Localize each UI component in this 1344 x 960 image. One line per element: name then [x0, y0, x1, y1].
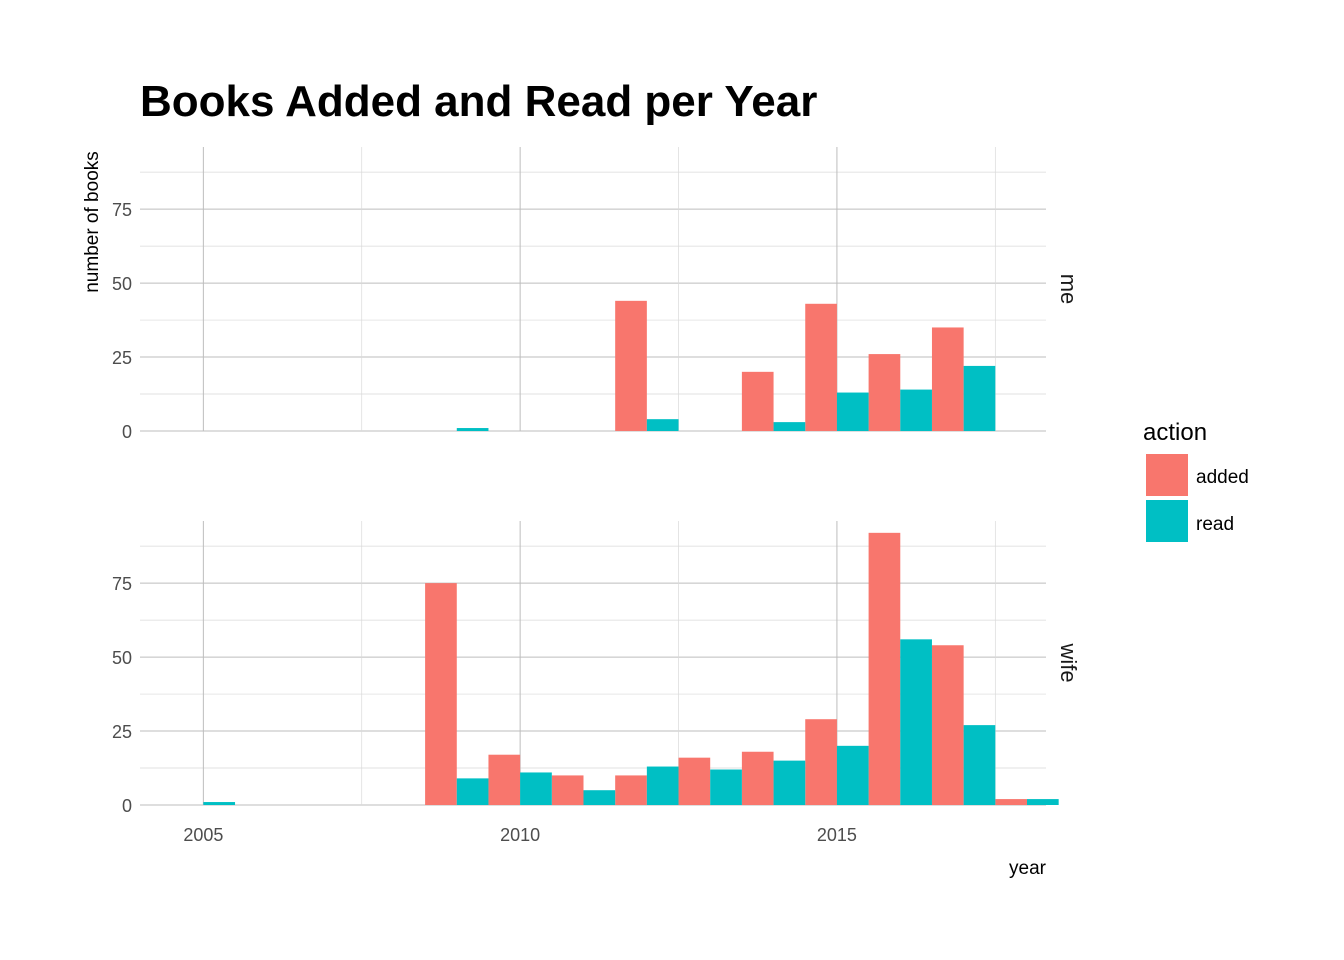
bar-wife-added-2013	[678, 757, 711, 805]
bar-me-added-2015	[805, 303, 837, 431]
legend-label-added: added	[1196, 467, 1249, 488]
y-tick-label: 25	[112, 722, 132, 742]
bar-wife-added-2009	[425, 583, 457, 805]
bar-me-added-2016	[868, 354, 901, 431]
y-tick-labels: 0 25 50 75	[112, 200, 132, 442]
facet-panel-wife: 0 25 50 75 wife	[112, 521, 1081, 816]
facet-strip-label: wife	[1056, 642, 1081, 682]
bars	[203, 532, 1059, 805]
bar-wife-read-2016	[900, 639, 932, 805]
facet-strip-label: me	[1056, 274, 1081, 305]
bar-wife-added-2016	[868, 532, 901, 805]
bar-wife-read-2013	[710, 769, 742, 805]
y-axis-label: number of books	[82, 151, 103, 293]
bar-wife-read-2011	[583, 790, 616, 805]
x-tick-label: 2015	[817, 825, 857, 845]
bar-wife-read-2015	[836, 745, 869, 805]
bar-wife-added-2015	[805, 719, 837, 805]
bar-wife-added-2010	[488, 754, 521, 805]
legend-label-read: read	[1196, 514, 1234, 535]
y-tick-label: 0	[122, 422, 132, 442]
bar-wife-added-2018	[995, 799, 1027, 805]
y-tick-label: 75	[112, 574, 132, 594]
bars	[456, 300, 996, 431]
bar-me-read-2012	[646, 419, 679, 431]
bar-me-added-2017	[931, 327, 964, 431]
facet-panel-me: 0 25 50 75 me	[112, 147, 1081, 442]
bar-me-read-2015	[836, 392, 869, 431]
y-tick-label: 25	[112, 348, 132, 368]
y-tick-label: 50	[112, 274, 132, 294]
bar-me-added-2014	[741, 371, 774, 431]
x-tick-labels: 2005 2010 2015	[183, 825, 857, 845]
grid-lines	[140, 147, 1046, 432]
bar-wife-read-2010	[520, 772, 552, 805]
bar-me-read-2009	[456, 428, 489, 431]
bar-wife-read-2014	[773, 760, 806, 805]
bar-wife-read-2009	[456, 778, 489, 805]
bar-wife-read-2012	[646, 766, 679, 805]
legend-key-read	[1146, 500, 1188, 542]
y-tick-label: 0	[122, 796, 132, 816]
chart-title: Books Added and Read per Year	[140, 77, 817, 126]
bar-me-added-2012	[615, 300, 647, 431]
x-tick-label: 2005	[183, 825, 223, 845]
bar-wife-read-2017	[963, 725, 996, 805]
bar-me-read-2017	[963, 365, 996, 431]
bar-wife-added-2017	[931, 645, 964, 805]
bar-me-read-2016	[900, 389, 932, 431]
legend-title: action	[1143, 419, 1207, 446]
x-axis-label: year	[1009, 858, 1047, 879]
bar-wife-added-2014	[741, 751, 774, 805]
bar-wife-read-2018	[1026, 799, 1059, 805]
x-tick-label: 2010	[500, 825, 540, 845]
legend-key-added	[1146, 454, 1188, 496]
bar-wife-added-2011	[551, 775, 584, 805]
y-tick-labels: 0 25 50 75	[112, 574, 132, 816]
bar-me-read-2014	[773, 422, 806, 431]
y-tick-label: 75	[112, 200, 132, 220]
y-tick-label: 50	[112, 648, 132, 668]
bar-wife-read-2005	[203, 802, 236, 805]
legend: action added read	[1143, 419, 1249, 542]
bar-wife-added-2012	[615, 775, 647, 805]
